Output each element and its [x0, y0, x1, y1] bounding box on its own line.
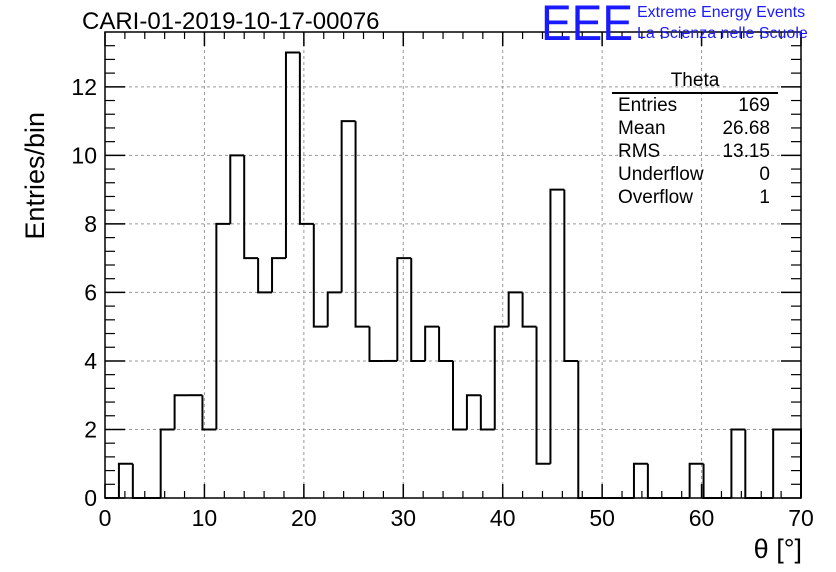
histogram-bin [229, 154, 245, 224]
stats-value: 26.68 [722, 118, 770, 139]
logo-text: Extreme Energy Events La Scienza nelle S… [637, 2, 808, 44]
histogram-bin [396, 257, 412, 361]
histogram-bin [744, 429, 760, 499]
histogram-bin [465, 394, 481, 430]
x-tick-labels: 0 10 20 30 40 50 60 70 [99, 505, 814, 531]
x-axis-label: θ [°] [753, 534, 802, 564]
histogram-bin [535, 326, 551, 465]
stats-row-entries: Entries 169 [612, 94, 778, 117]
y-tick-label: 0 [84, 485, 97, 511]
stats-label: RMS [618, 141, 661, 162]
chart-title: CARI-01-2019-10-17-00076 [82, 8, 380, 35]
histogram-bin [438, 326, 453, 362]
x-tick-label: 70 [788, 505, 814, 531]
y-axis-label: Entries/bin [20, 112, 50, 240]
histogram-bin [521, 292, 537, 328]
y-tick-label: 8 [84, 211, 97, 237]
stats-row-rms: RMS 13.15 [612, 140, 778, 163]
y-tick-label: 6 [84, 279, 97, 305]
histogram-bin [354, 121, 370, 328]
stats-box: Theta Entries 169 Mean 26.68 RMS 13.15 U… [612, 71, 778, 209]
logo-mark: EEE [541, 2, 633, 42]
stats-box-title: Theta [612, 71, 778, 94]
stats-label: Mean [618, 118, 666, 139]
histogram-bin [772, 428, 788, 498]
histogram-bin [787, 428, 802, 498]
logo-line-2: La Scienza nelle Scuole [637, 25, 808, 42]
histogram-bin [215, 222, 231, 430]
histogram-bin [507, 291, 523, 327]
histogram-bin [173, 394, 189, 430]
x-tick-label: 30 [390, 505, 416, 531]
histogram-bin [646, 463, 662, 499]
histogram-bin [257, 258, 273, 294]
eee-logo-icon: EEE [541, 2, 633, 42]
histogram-bin [632, 462, 648, 498]
histogram-bin [312, 223, 328, 328]
stats-value: 169 [738, 95, 770, 116]
stats-value: 1 [759, 187, 770, 208]
histogram-bin [493, 325, 509, 430]
histogram-bin [702, 463, 718, 499]
histogram-bin [730, 428, 746, 498]
histogram-bin [340, 120, 356, 293]
stats-row-mean: Mean 26.68 [612, 117, 778, 140]
histogram-bin [563, 189, 579, 362]
histogram-bin [452, 360, 467, 431]
histogram-bin [688, 462, 704, 498]
x-tick-label: 0 [99, 505, 112, 531]
histogram-bin [201, 395, 217, 431]
y-tick-label: 4 [84, 348, 97, 374]
stats-label: Entries [618, 95, 678, 116]
stats-row-overflow: Overflow 1 [612, 186, 778, 209]
histogram-bin [368, 326, 384, 362]
x-tick-label: 40 [490, 505, 516, 531]
histogram-bin [549, 188, 565, 464]
histogram-bin [284, 51, 300, 259]
histogram-bin [326, 291, 342, 327]
y-tick-label: 10 [71, 142, 97, 168]
stats-label: Overflow [618, 187, 693, 208]
histogram-bin [159, 428, 175, 498]
histogram-bin [479, 395, 495, 431]
histogram-bin [298, 52, 314, 225]
histogram-bin [243, 155, 259, 260]
x-tick-label: 60 [689, 505, 715, 531]
histogram-bin [410, 258, 426, 362]
stats-value: 13.15 [722, 141, 770, 162]
x-tick-label: 10 [192, 505, 218, 531]
stats-label: Underflow [618, 164, 704, 185]
axis-ticks [104, 32, 802, 499]
histogram-bin [117, 462, 133, 498]
y-tick-label: 12 [71, 74, 97, 100]
y-tick-labels: 0 2 4 6 8 10 12 [71, 74, 97, 511]
x-tick-label: 50 [589, 505, 615, 531]
stats-row-underflow: Underflow 0 [612, 163, 778, 186]
histogram-bin [271, 257, 286, 293]
logo-line-1: Extreme Energy Events [637, 4, 806, 21]
histogram-bin [424, 325, 440, 361]
y-tick-label: 2 [84, 416, 97, 442]
stats-value: 0 [759, 164, 770, 185]
x-tick-label: 20 [291, 505, 317, 531]
